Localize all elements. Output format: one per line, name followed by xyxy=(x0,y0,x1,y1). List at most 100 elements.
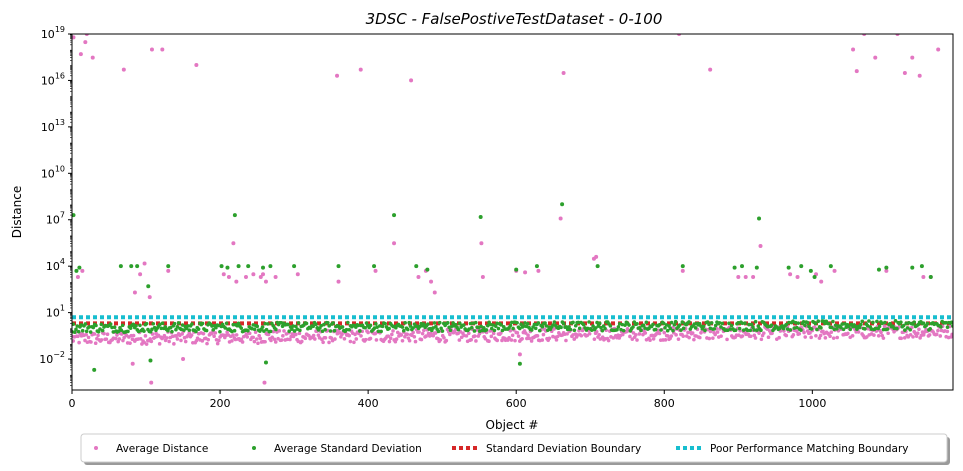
average-distance-point xyxy=(606,338,611,343)
average-std-point xyxy=(118,264,123,269)
average-std-point xyxy=(144,321,149,326)
average-std-point xyxy=(875,319,879,324)
average-std-point xyxy=(737,326,742,331)
average-std-point xyxy=(881,327,886,332)
average-std-point xyxy=(210,324,214,328)
average-distance-point xyxy=(902,71,907,76)
average-std-point xyxy=(893,319,898,323)
average-std-point xyxy=(885,327,890,331)
average-std-point xyxy=(112,325,117,330)
average-std-point xyxy=(468,321,473,326)
average-std-point xyxy=(472,329,477,333)
average-distance-point xyxy=(594,329,599,334)
average-std-point xyxy=(540,324,545,329)
average-distance-point xyxy=(273,274,278,279)
average-std-point xyxy=(752,328,757,332)
average-std-point xyxy=(572,328,577,333)
average-std-point xyxy=(812,274,817,279)
average-distance-point xyxy=(579,333,584,338)
average-std-point xyxy=(899,320,903,324)
average-std-point xyxy=(949,320,953,325)
average-distance-point xyxy=(872,333,876,337)
average-distance-point xyxy=(865,335,869,339)
average-std-point xyxy=(871,320,875,325)
average-distance-point xyxy=(80,268,85,273)
average-std-point xyxy=(453,322,458,327)
average-std-point xyxy=(895,326,899,331)
average-distance-point xyxy=(902,336,907,340)
average-std-point xyxy=(489,326,494,331)
average-std-point xyxy=(603,326,607,331)
average-std-point xyxy=(745,328,750,333)
average-distance-point xyxy=(96,333,100,338)
average-std-point xyxy=(493,324,498,328)
average-distance-point xyxy=(422,328,426,333)
average-distance-point xyxy=(666,334,670,338)
average-std-point xyxy=(287,329,292,334)
x-tick-label: 200 xyxy=(210,397,231,410)
average-distance-point xyxy=(149,339,154,344)
average-std-point xyxy=(100,328,105,333)
average-std-point xyxy=(332,328,337,333)
average-std-point xyxy=(743,321,747,326)
average-distance-point xyxy=(247,331,252,336)
average-distance-point xyxy=(279,338,284,342)
average-std-point xyxy=(749,322,754,327)
average-std-point xyxy=(375,325,379,329)
average-distance-point xyxy=(748,334,753,339)
average-distance-point xyxy=(637,332,642,336)
average-std-point xyxy=(905,326,910,330)
average-distance-point xyxy=(835,335,840,340)
average-distance-point xyxy=(160,47,165,52)
average-distance-point xyxy=(698,335,702,340)
average-std-point xyxy=(344,327,349,332)
average-std-point xyxy=(246,264,251,269)
average-std-point xyxy=(536,321,541,325)
legend-marker xyxy=(252,446,256,450)
average-std-point xyxy=(346,320,350,325)
average-distance-point xyxy=(132,290,137,295)
average-distance-point xyxy=(194,62,199,67)
average-distance-point xyxy=(692,337,696,342)
average-distance-point xyxy=(407,338,412,343)
average-std-point xyxy=(129,264,134,269)
average-distance-point xyxy=(175,337,180,341)
average-distance-point xyxy=(480,274,485,279)
average-std-point xyxy=(108,322,113,326)
average-std-point xyxy=(534,264,539,269)
average-distance-point xyxy=(263,279,268,284)
average-distance-point xyxy=(950,332,953,337)
average-distance-point xyxy=(507,336,511,340)
average-std-point xyxy=(772,327,777,331)
average-distance-point xyxy=(882,324,887,329)
x-tick-label: 0 xyxy=(69,397,76,410)
average-std-point xyxy=(496,326,501,331)
average-std-point xyxy=(451,321,455,325)
y-tick-label: 1019 xyxy=(41,25,65,41)
average-std-point xyxy=(703,328,707,333)
average-std-point xyxy=(279,321,284,325)
x-axis-ticks: 0 200 400 600 800 1000 xyxy=(69,390,826,410)
average-std-point xyxy=(323,327,327,332)
average-distance-point xyxy=(374,338,379,342)
average-std-point xyxy=(884,265,889,270)
average-std-point xyxy=(176,321,181,325)
average-std-point xyxy=(264,327,269,332)
average-std-point xyxy=(260,325,265,329)
average-std-point xyxy=(720,321,725,326)
average-std-point xyxy=(411,326,415,330)
plot-frame xyxy=(71,33,954,391)
average-distance-point xyxy=(413,339,418,344)
average-distance-point xyxy=(829,330,834,335)
average-std-point xyxy=(439,326,443,331)
average-std-point xyxy=(135,264,140,269)
average-distance-point xyxy=(189,333,194,337)
average-std-point xyxy=(232,328,237,333)
average-distance-point xyxy=(121,67,126,72)
average-std-point xyxy=(186,324,190,328)
average-distance-point xyxy=(572,337,577,341)
average-std-point xyxy=(408,324,413,328)
average-std-point xyxy=(945,325,950,330)
average-std-point xyxy=(740,264,745,269)
average-distance-point xyxy=(213,331,218,335)
